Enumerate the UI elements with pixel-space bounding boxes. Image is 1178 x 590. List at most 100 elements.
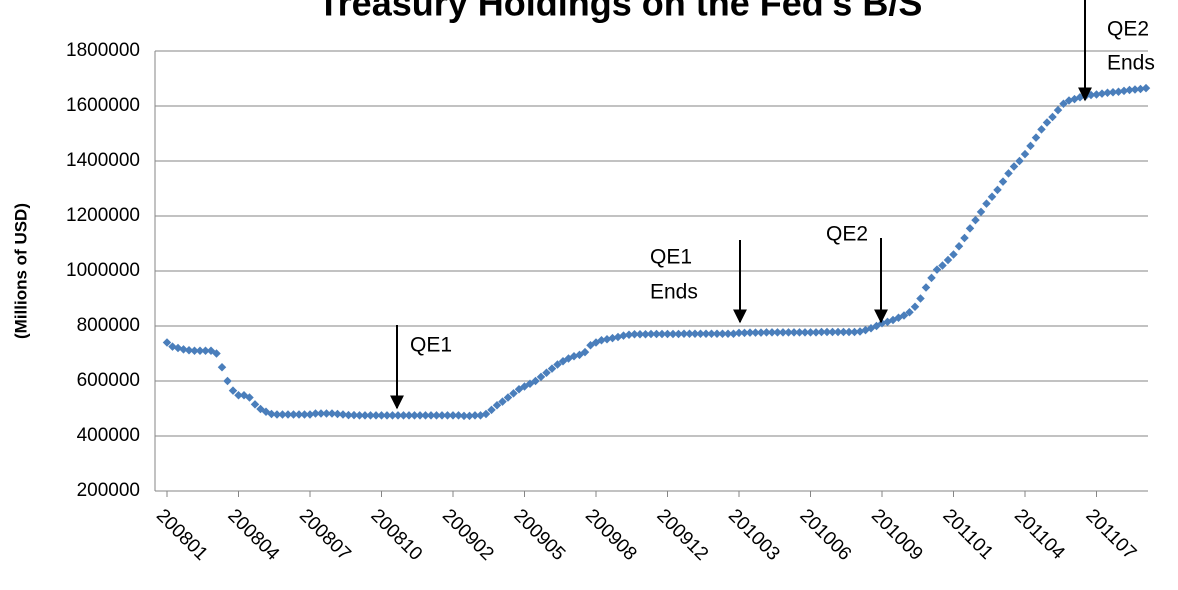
- data-point: [619, 331, 628, 340]
- data-point: [212, 349, 221, 358]
- data-point: [553, 360, 562, 369]
- data-point: [547, 364, 557, 373]
- data-point: [685, 329, 694, 338]
- data-point: [597, 336, 606, 345]
- data-point: [767, 328, 777, 337]
- annotation: QE1: [650, 246, 692, 269]
- data-point: [828, 327, 837, 337]
- data-point: [993, 185, 1002, 195]
- data-point: [382, 411, 392, 420]
- data-point: [179, 345, 188, 354]
- data-point: [778, 328, 788, 337]
- data-point: [718, 329, 727, 338]
- data-point: [201, 346, 210, 355]
- data-point: [195, 346, 205, 355]
- data-point: [789, 328, 799, 337]
- y-tick-label: 1000000: [66, 260, 140, 281]
- data-point: [773, 328, 782, 337]
- data-point: [762, 328, 771, 337]
- data-point: [745, 328, 755, 337]
- data-point: [806, 328, 815, 337]
- y-tick-label: 1400000: [66, 150, 140, 171]
- data-point: [217, 363, 227, 372]
- annotation: QE2: [1107, 18, 1149, 41]
- data-point: [542, 368, 551, 377]
- x-tick-label: 200905: [509, 505, 569, 565]
- data-point: [965, 224, 975, 233]
- annotation: QE2: [826, 223, 868, 246]
- x-tick-label: 200804: [223, 505, 283, 565]
- data-point: [531, 376, 540, 386]
- data-point: [899, 311, 909, 320]
- data-point: [311, 409, 320, 418]
- data-point: [938, 261, 947, 270]
- data-point: [1015, 156, 1024, 166]
- data-point: [729, 329, 738, 338]
- data-point: [696, 329, 705, 338]
- data-point: [338, 410, 348, 419]
- data-point: [905, 308, 914, 317]
- data-point: [470, 411, 480, 420]
- annotation: Ends: [1107, 52, 1155, 75]
- data-point: [437, 411, 447, 420]
- data-point: [1026, 141, 1035, 151]
- data-point: [404, 411, 414, 420]
- data-point: [250, 400, 260, 409]
- data-point: [674, 329, 683, 339]
- x-tick-label: 200810: [366, 505, 426, 565]
- data-point: [162, 338, 172, 347]
- data-point: [635, 330, 645, 339]
- y-tick-label: 800000: [77, 315, 140, 336]
- data-point: [289, 410, 298, 419]
- data-point: [987, 192, 997, 201]
- data-point: [349, 410, 359, 420]
- data-point: [817, 327, 826, 337]
- data-point: [459, 411, 469, 421]
- data-point: [300, 410, 309, 419]
- data-point: [663, 329, 672, 339]
- data-point: [316, 409, 326, 418]
- data-point: [1037, 125, 1046, 134]
- data-point: [1141, 83, 1151, 93]
- data-point: [503, 393, 513, 402]
- annotation: Ends: [650, 281, 698, 304]
- data-point: [371, 411, 381, 420]
- data-point: [822, 327, 832, 337]
- data-point: [784, 328, 793, 337]
- data-point: [850, 327, 859, 337]
- data-point: [927, 273, 936, 283]
- data-point: [454, 411, 463, 420]
- data-point: [1048, 112, 1057, 122]
- data-point: [305, 410, 315, 419]
- data-point: [360, 411, 370, 420]
- data-point: [283, 410, 293, 419]
- data-point: [795, 328, 804, 337]
- y-tick-label: 200000: [77, 480, 140, 501]
- data-point: [679, 329, 689, 338]
- data-point: [630, 330, 639, 339]
- data-point: [267, 409, 276, 419]
- data-point: [811, 328, 821, 337]
- y-axis-label: (Millions of USD): [11, 203, 30, 339]
- data-point: [1020, 149, 1030, 159]
- data-point: [536, 372, 546, 382]
- data-point: [800, 328, 810, 337]
- data-point: [602, 334, 612, 344]
- data-point: [366, 411, 375, 420]
- data-point: [492, 400, 502, 410]
- data-point: [498, 397, 507, 406]
- data-point: [910, 302, 920, 311]
- x-tick-label: 200908: [581, 505, 641, 565]
- x-tick-label: 200801: [152, 505, 212, 565]
- data-point: [294, 410, 304, 419]
- data-point: [701, 329, 711, 338]
- data-point: [465, 411, 474, 421]
- data-point: [916, 294, 925, 303]
- data-point: [707, 329, 716, 338]
- data-point: [448, 411, 458, 420]
- data-point: [327, 409, 337, 418]
- data-point: [960, 233, 969, 243]
- data-point: [921, 283, 931, 292]
- data-point: [1031, 133, 1041, 142]
